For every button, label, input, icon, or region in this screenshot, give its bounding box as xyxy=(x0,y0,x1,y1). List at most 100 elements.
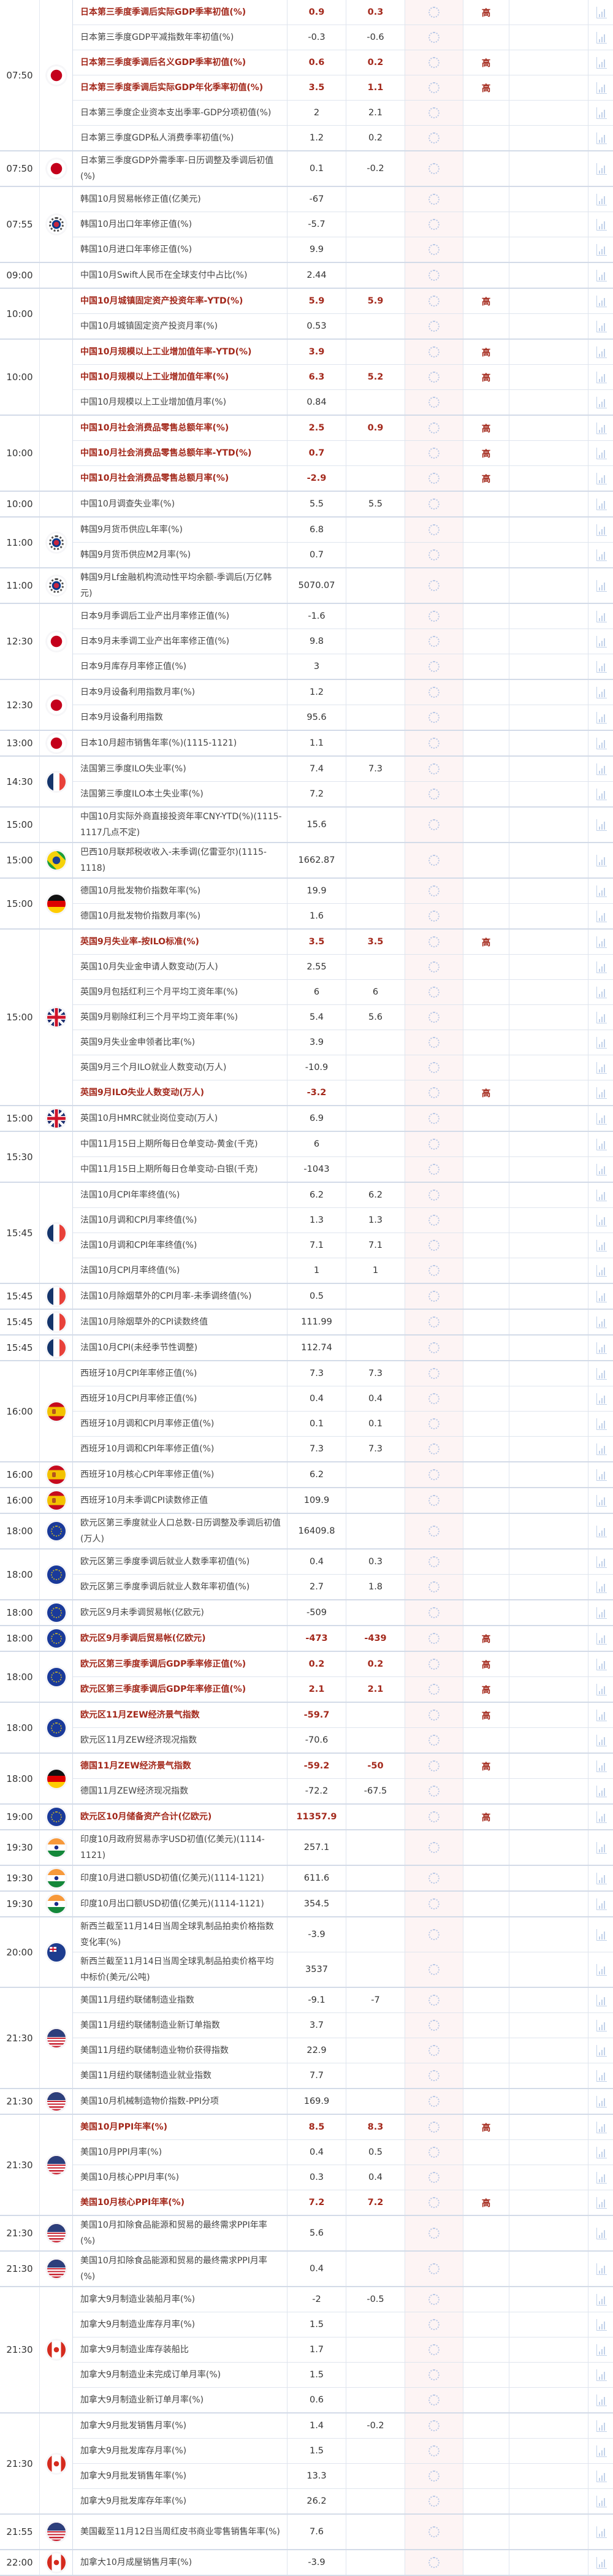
indicator-name[interactable]: 印度10月政府贸易赤字USD初值(亿美元)(1114-1121) xyxy=(73,1830,287,1865)
chart-button[interactable] xyxy=(588,879,613,903)
table-row[interactable]: 中国10月规模以上工业增加值年率(%) 6.3 5.2 高 xyxy=(73,365,613,390)
indicator-name[interactable]: 韩国10月贸易帐修正值(亿美元) xyxy=(73,187,287,212)
chart-button[interactable] xyxy=(588,1080,613,1105)
table-row[interactable]: 欧元区11月ZEW经济景气指数 -59.7 高 xyxy=(73,1703,613,1728)
chart-button[interactable] xyxy=(588,1917,613,1952)
indicator-name[interactable]: 韩国10月出口年率修正值(%) xyxy=(73,212,287,237)
chart-button[interactable] xyxy=(588,843,613,877)
chart-button[interactable] xyxy=(588,1258,613,1283)
indicator-name[interactable]: 英国9月包括红利三个月平均工资年率(%) xyxy=(73,980,287,1004)
table-row[interactable]: 日本第三季度GDP外需季率-日历调整及季调后初值(%) 0.1 -0.2 xyxy=(73,151,613,186)
indicator-name[interactable]: 日本第三季度季调后实际GDP季率初值(%) xyxy=(73,0,287,25)
chart-button[interactable] xyxy=(588,1488,613,1513)
chart-button[interactable] xyxy=(588,705,613,730)
indicator-name[interactable]: 欧元区第三季度季调后就业人数年率初值(%) xyxy=(73,1575,287,1599)
indicator-name[interactable]: 韩国9月Lf金融机构流动性平均余额-季调后(万亿韩元) xyxy=(73,568,287,603)
table-row[interactable]: 西班牙10月核心CPI年率修正值(%) 6.2 xyxy=(73,1462,613,1487)
chart-button[interactable] xyxy=(588,955,613,979)
table-row[interactable]: 美国11月纽约联储制造业物价获得指数 22.9 xyxy=(73,2038,613,2063)
indicator-name[interactable]: 美国10月PPI月率(%) xyxy=(73,2140,287,2165)
indicator-name[interactable]: 欧元区第三季度季调后GDP年率修正值(%) xyxy=(73,1677,287,1702)
table-row[interactable]: 欧元区9月季调后贸易帐(亿欧元) -473 -439 高 xyxy=(73,1626,613,1651)
table-row[interactable]: 欧元区第三季度季调后就业人数季率初值(%) 0.4 0.3 xyxy=(73,1550,613,1575)
indicator-name[interactable]: 德国11月ZEW经济现况指数 xyxy=(73,1779,287,1803)
chart-button[interactable] xyxy=(588,1952,613,1987)
chart-button[interactable] xyxy=(588,1703,613,1727)
chart-button[interactable] xyxy=(588,731,613,755)
table-row[interactable]: 日本第三季度季调后实际GDP季率初值(%) 0.9 0.3 高 xyxy=(73,0,613,25)
indicator-name[interactable]: 日本第三季度季调后名义GDP季率初值(%) xyxy=(73,50,287,75)
table-row[interactable]: 日本第三季度企业资本支出季率-GDP分项初值(%) 2 2.1 xyxy=(73,101,613,126)
chart-button[interactable] xyxy=(588,1183,613,1207)
chart-button[interactable] xyxy=(588,1754,613,1778)
table-row[interactable]: 西班牙10月调和CPI月率修正值(%) 0.1 0.1 xyxy=(73,1412,613,1437)
table-row[interactable]: 加拿大9月批发销售月率(%) 1.4 -0.2 xyxy=(73,2414,613,2439)
indicator-name[interactable]: 西班牙10月调和CPI月率修正值(%) xyxy=(73,1412,287,1436)
table-row[interactable]: 美国11月纽约联储制造业就业指数 7.7 xyxy=(73,2063,613,2088)
chart-button[interactable] xyxy=(588,1550,613,1574)
indicator-name[interactable]: 法国10月CPI年率终值(%) xyxy=(73,1183,287,1207)
table-row[interactable]: 巴西10月联邦税收收入-未季调(亿雷亚尔)(1115-1118) 1662.87 xyxy=(73,843,613,877)
table-row[interactable]: 英国9月ILO失业人数变动(万人) -3.2 高 xyxy=(73,1080,613,1105)
indicator-name[interactable]: 加拿大9月制造业未完成订单月率(%) xyxy=(73,2363,287,2387)
table-row[interactable]: 中国10月调查失业率(%) 5.5 5.5 xyxy=(73,492,613,516)
indicator-name[interactable]: 西班牙10月未季调CPI读数修正值 xyxy=(73,1488,287,1513)
indicator-name[interactable]: 中国10月城镇固定资产投资年率-YTD(%) xyxy=(73,289,287,313)
indicator-name[interactable]: 新西兰截至11月14日当周全球乳制品拍卖价格平均中标价(美元/公吨) xyxy=(73,1952,287,1987)
table-row[interactable]: 日本第三季度季调后名义GDP季率初值(%) 0.6 0.2 高 xyxy=(73,50,613,75)
indicator-name[interactable]: 日本第三季度GDP平减指数年率初值(%) xyxy=(73,25,287,50)
indicator-name[interactable]: 中国10月调查失业率(%) xyxy=(73,492,287,516)
table-row[interactable]: 中国10月规模以上工业增加值月率(%) 0.84 xyxy=(73,390,613,415)
table-row[interactable]: 西班牙10月未季调CPI读数修正值 109.9 xyxy=(73,1488,613,1513)
table-row[interactable]: 法国10月CPI年率终值(%) 6.2 6.2 xyxy=(73,1183,613,1208)
chart-button[interactable] xyxy=(588,1106,613,1131)
chart-button[interactable] xyxy=(588,50,613,75)
indicator-name[interactable]: 法国10月调和CPI年率终值(%) xyxy=(73,1233,287,1258)
indicator-name[interactable]: 加拿大9月制造业库存装船比 xyxy=(73,2337,287,2362)
chart-button[interactable] xyxy=(588,2414,613,2438)
indicator-name[interactable]: 美国11月纽约联储制造业就业指数 xyxy=(73,2063,287,2088)
indicator-name[interactable]: 韩国9月货币供应L年率(%) xyxy=(73,518,287,542)
table-row[interactable]: 美国10月PPI年率(%) 8.5 8.3 高 xyxy=(73,2115,613,2140)
chart-button[interactable] xyxy=(588,782,613,806)
indicator-name[interactable]: 欧元区9月未季调贸易帐(亿欧元) xyxy=(73,1600,287,1625)
table-row[interactable]: 中国10月规模以上工业增加值年率-YTD(%) 3.9 高 xyxy=(73,340,613,365)
indicator-name[interactable]: 法国10月调和CPI月率终值(%) xyxy=(73,1208,287,1233)
chart-button[interactable] xyxy=(588,1310,613,1334)
chart-button[interactable] xyxy=(588,340,613,364)
indicator-name[interactable]: 西班牙10月核心CPI年率修正值(%) xyxy=(73,1462,287,1487)
table-row[interactable]: 欧元区9月未季调贸易帐(亿欧元) -509 xyxy=(73,1600,613,1625)
indicator-name[interactable]: 日本第三季度季调后实际GDP年化季率初值(%) xyxy=(73,75,287,100)
chart-button[interactable] xyxy=(588,1830,613,1865)
chart-button[interactable] xyxy=(588,654,613,679)
chart-button[interactable] xyxy=(588,2140,613,2165)
chart-button[interactable] xyxy=(588,930,613,954)
table-row[interactable]: 中国11月15日上期所每日仓单变动-白银(千克) -1043 xyxy=(73,1157,613,1182)
indicator-name[interactable]: 日本9月设备利用指数月率(%) xyxy=(73,680,287,705)
indicator-name[interactable]: 西班牙10月调和CPI年率修正值(%) xyxy=(73,1437,287,1461)
table-row[interactable]: 加拿大9月制造业装船月率(%) -2 -0.5 xyxy=(73,2287,613,2312)
chart-button[interactable] xyxy=(588,2216,613,2250)
chart-button[interactable] xyxy=(588,25,613,50)
table-row[interactable]: 欧元区第三季度季调后GDP年率修正值(%) 2.1 2.1 高 xyxy=(73,1677,613,1702)
indicator-name[interactable]: 加拿大9月批发销售月率(%) xyxy=(73,2414,287,2438)
chart-button[interactable] xyxy=(588,0,613,25)
table-row[interactable]: 日本9月设备利用指数 95.6 xyxy=(73,705,613,730)
indicator-name[interactable]: 日本第三季度GDP外需季率-日历调整及季调后初值(%) xyxy=(73,151,287,186)
indicator-name[interactable]: 美国11月纽约联储制造业指数 xyxy=(73,1988,287,2012)
indicator-name[interactable]: 美国11月纽约联储制造业新订单指数 xyxy=(73,2013,287,2038)
table-row[interactable]: 欧元区第三季度就业人口总数-日历调整及季调后初值(万人) 16409.8 xyxy=(73,1514,613,1548)
table-row[interactable]: 欧元区11月ZEW经济现况指数 -70.6 xyxy=(73,1728,613,1752)
indicator-name[interactable]: 中国10月社会消费品零售总额年率-YTD(%) xyxy=(73,441,287,465)
indicator-name[interactable]: 韩国9月货币供应M2月率(%) xyxy=(73,543,287,567)
table-row[interactable]: 德国10月批发物价指数年率(%) 19.9 xyxy=(73,879,613,904)
table-row[interactable]: 韩国9月货币供应L年率(%) 6.8 xyxy=(73,518,613,543)
chart-button[interactable] xyxy=(588,604,613,629)
indicator-name[interactable]: 德国11月ZEW经济景气指数 xyxy=(73,1754,287,1778)
chart-button[interactable] xyxy=(588,390,613,415)
indicator-name[interactable]: 英国9月失业率-按ILO标准(%) xyxy=(73,930,287,954)
chart-button[interactable] xyxy=(588,1626,613,1651)
indicator-name[interactable]: 美国10月核心PPI年率(%) xyxy=(73,2190,287,2215)
table-row[interactable]: 德国11月ZEW经济景气指数 -59.2 -50 高 xyxy=(73,1754,613,1779)
table-row[interactable]: 美国10月扣除食品能源和贸易的最终需求PPI年率(%) 5.6 xyxy=(73,2216,613,2250)
